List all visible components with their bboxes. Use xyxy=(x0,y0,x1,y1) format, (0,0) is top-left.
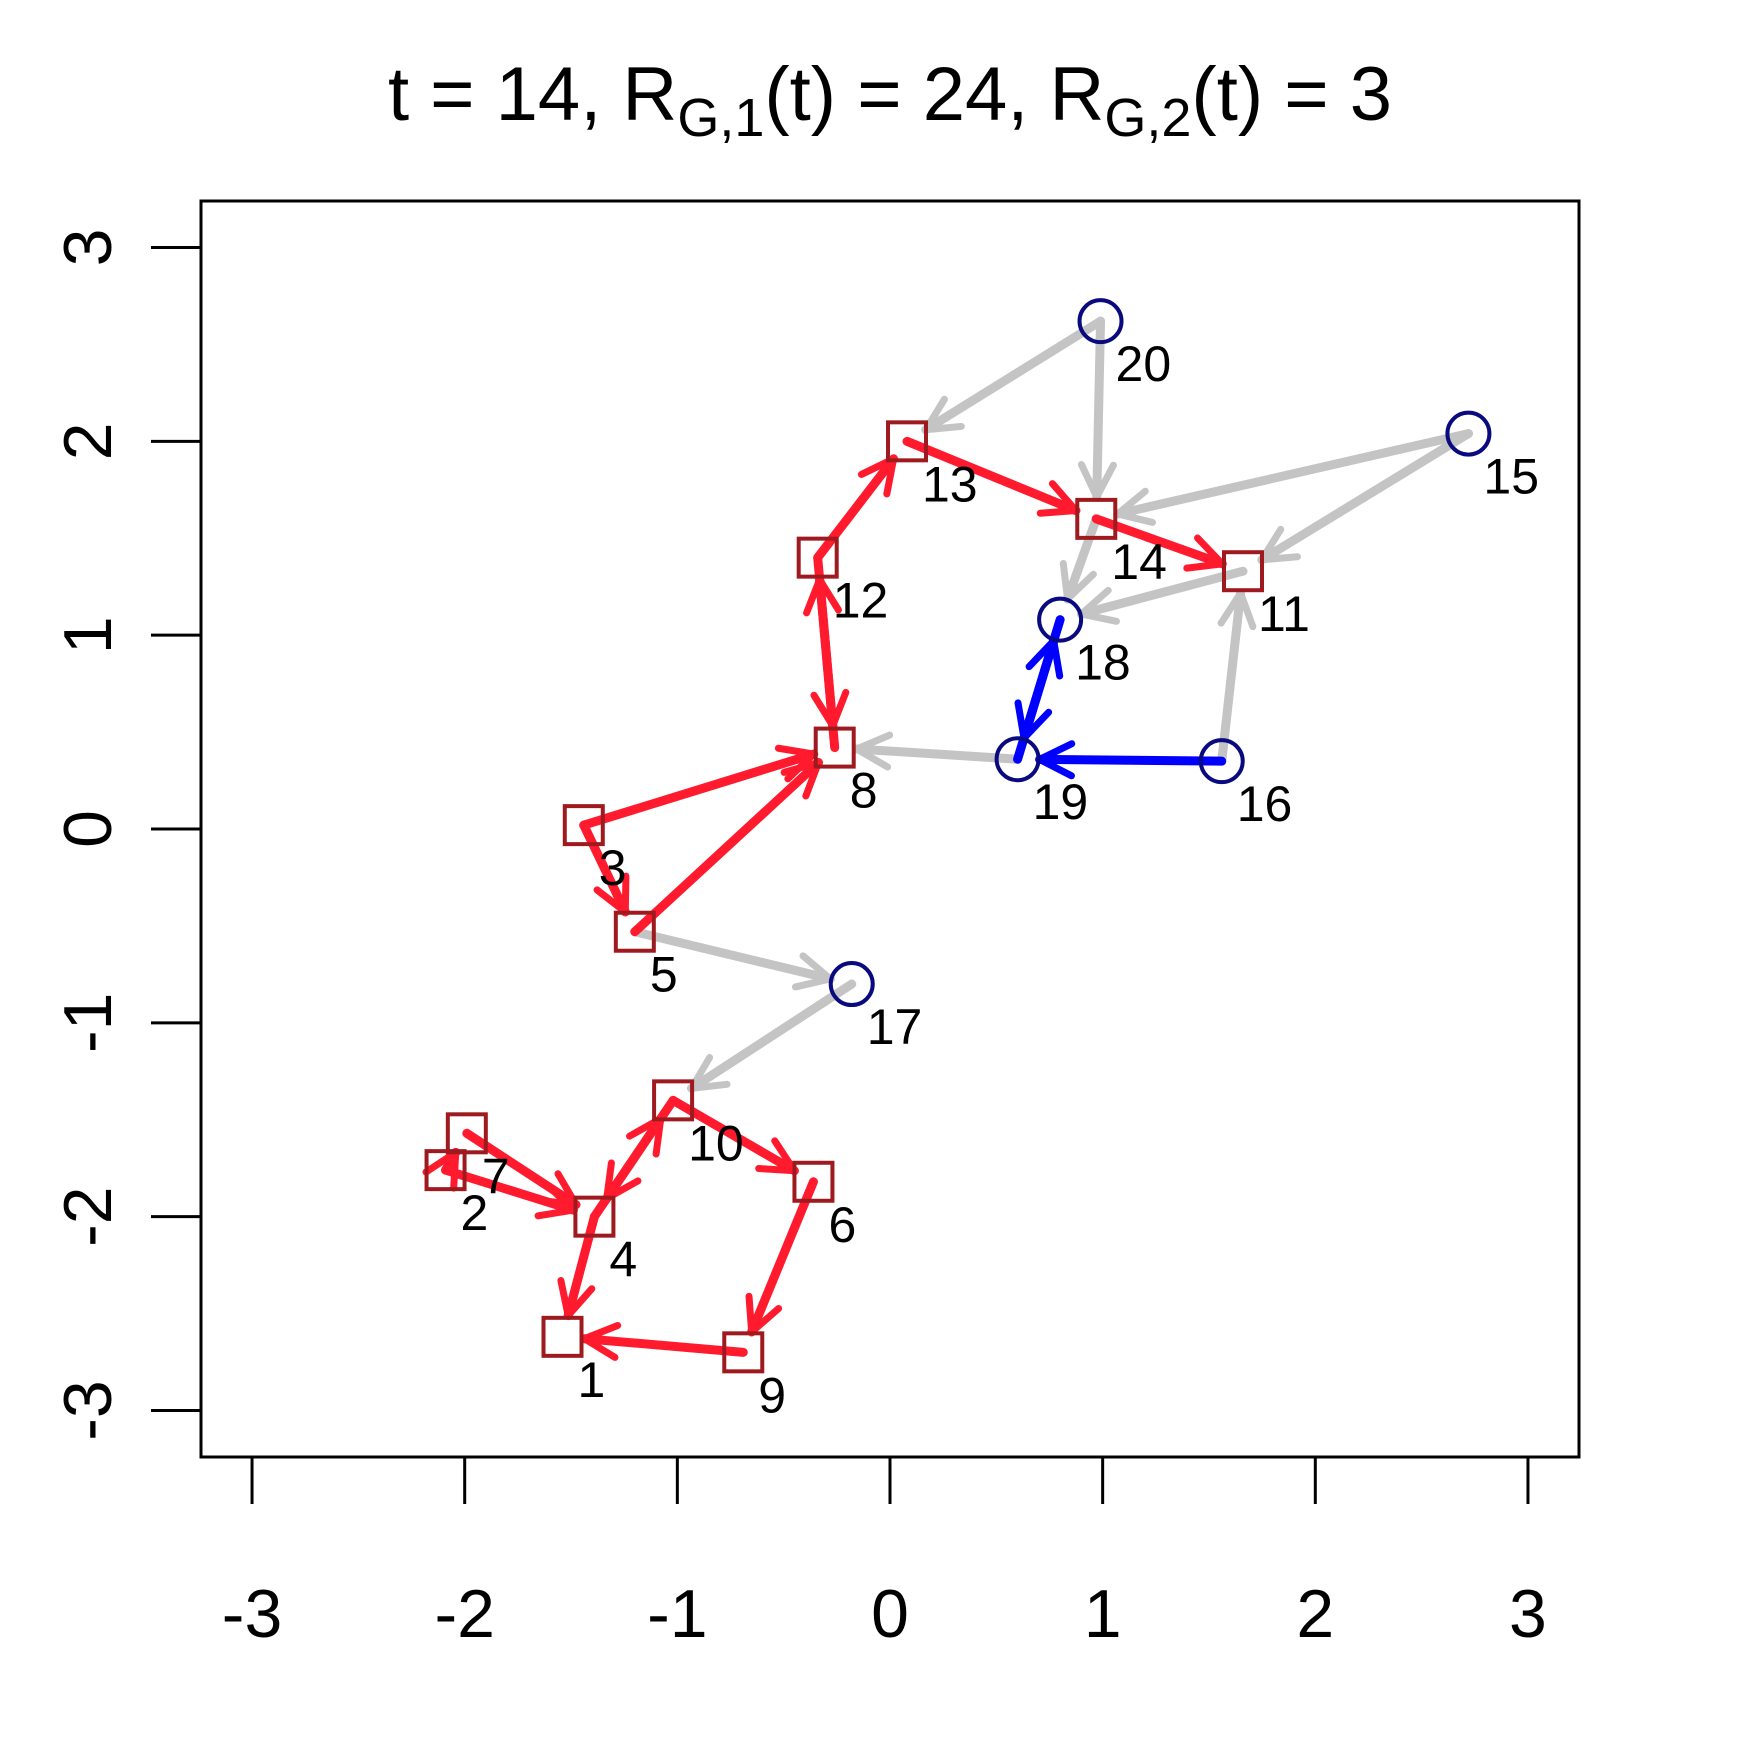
node-label: 7 xyxy=(482,1148,510,1204)
node-label: 20 xyxy=(1116,336,1172,392)
node xyxy=(652,1079,695,1122)
node-label: 15 xyxy=(1483,449,1539,505)
title-part: (t) = 24, R xyxy=(764,52,1104,137)
edge xyxy=(902,436,1076,510)
title-part: (t) = 3 xyxy=(1191,52,1392,137)
y-tick-label: 2 xyxy=(50,422,126,460)
node-label: 13 xyxy=(922,456,978,512)
node-label: 4 xyxy=(609,1232,637,1288)
edge xyxy=(1091,514,1222,564)
node xyxy=(886,420,929,463)
x-tick-label: -2 xyxy=(434,1576,494,1652)
node xyxy=(722,1331,765,1374)
edge xyxy=(579,754,814,830)
node xyxy=(613,910,656,953)
edge xyxy=(630,927,831,979)
edge xyxy=(1097,316,1101,502)
edge xyxy=(630,762,819,937)
node xyxy=(541,1315,584,1358)
edge xyxy=(441,1165,574,1210)
node xyxy=(1198,738,1245,785)
node-label: 12 xyxy=(833,573,889,629)
node-label: 17 xyxy=(867,999,923,1055)
title-part: G,1 xyxy=(677,88,764,148)
node-label: 16 xyxy=(1237,776,1293,832)
node xyxy=(792,1160,835,1203)
node xyxy=(445,1112,488,1155)
edge xyxy=(1068,514,1101,599)
edge xyxy=(752,1177,818,1332)
node xyxy=(1445,410,1492,457)
edge xyxy=(602,1095,678,1198)
edge xyxy=(584,1339,748,1353)
y-tick-label: -3 xyxy=(50,1380,126,1440)
edge xyxy=(818,553,833,726)
x-tick-label: -3 xyxy=(222,1576,282,1652)
node xyxy=(424,1149,467,1192)
node-label: 8 xyxy=(850,763,878,819)
y-tick-label: 3 xyxy=(50,229,126,267)
node xyxy=(1077,298,1124,345)
y-tick-label: -2 xyxy=(50,1186,126,1246)
node-label: 2 xyxy=(461,1185,489,1241)
edge xyxy=(1262,429,1473,565)
node xyxy=(573,1195,616,1238)
edge xyxy=(813,459,894,563)
node xyxy=(813,726,856,769)
x-tick-label: 3 xyxy=(1509,1576,1547,1652)
edge xyxy=(1217,593,1241,766)
node-label: 9 xyxy=(758,1367,786,1423)
node-label: 19 xyxy=(1033,774,1089,830)
node-label: 1 xyxy=(578,1352,606,1408)
edge xyxy=(1035,759,1227,761)
y-tick-label: -1 xyxy=(50,993,126,1053)
node xyxy=(994,736,1041,783)
x-tick-label: 2 xyxy=(1296,1576,1334,1652)
edge xyxy=(446,1152,461,1170)
node xyxy=(828,961,875,1008)
node-label: 11 xyxy=(1258,586,1310,642)
x-tick-label: -1 xyxy=(647,1576,707,1652)
node xyxy=(562,804,605,847)
chart-title: t = 14, RG,1(t) = 24, RG,2(t) = 3 xyxy=(388,52,1392,148)
edge xyxy=(926,316,1106,435)
edge xyxy=(568,1212,599,1316)
title-part: G,2 xyxy=(1104,88,1191,148)
edge xyxy=(1081,566,1248,614)
y-tick-label: 1 xyxy=(50,616,126,654)
node-label: 14 xyxy=(1111,534,1167,590)
edge xyxy=(692,979,857,1093)
node-label: 10 xyxy=(688,1115,744,1171)
x-tick-label: 1 xyxy=(1084,1576,1122,1652)
node-label: 5 xyxy=(650,947,678,1003)
node-label: 6 xyxy=(828,1197,856,1253)
node xyxy=(1075,497,1118,540)
node xyxy=(1222,550,1265,593)
edge xyxy=(579,820,630,912)
y-tick-label: 0 xyxy=(50,810,126,848)
x-tick-label: 0 xyxy=(871,1576,909,1652)
edge xyxy=(1118,429,1473,514)
node xyxy=(1037,596,1084,643)
plot-frame xyxy=(199,199,1581,1459)
edge xyxy=(857,749,1023,759)
node xyxy=(796,536,839,579)
node-label: 18 xyxy=(1075,635,1131,691)
edge xyxy=(1024,615,1065,739)
title-part: t = 14, R xyxy=(388,52,677,137)
node-label: 3 xyxy=(599,840,627,896)
